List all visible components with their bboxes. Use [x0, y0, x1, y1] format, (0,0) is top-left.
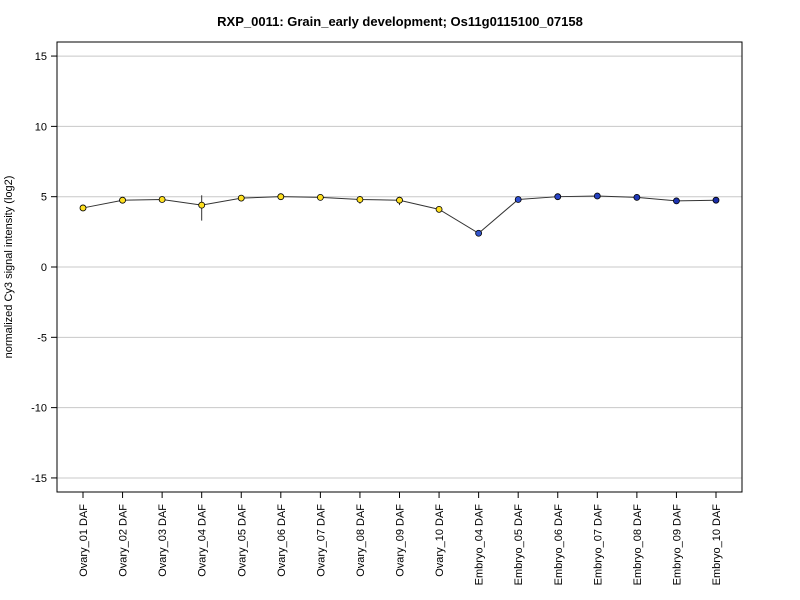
data-point: [514, 196, 522, 203]
x-tick-label: Embryo_07 DAF: [592, 504, 604, 586]
data-point: [237, 194, 245, 202]
x-tick-label: Embryo_06 DAF: [553, 504, 565, 586]
x-tick-label: Embryo_09 DAF: [671, 504, 683, 586]
x-tick-label: Ovary_02 DAF: [118, 504, 130, 577]
x-tick-label: Ovary_09 DAF: [395, 504, 407, 577]
data-point: [119, 196, 126, 204]
data-point: [396, 196, 403, 204]
x-tick-label: Ovary_06 DAF: [276, 504, 288, 577]
y-tick-label: 5: [41, 192, 47, 204]
series: [79, 192, 720, 237]
x-tick-label: Ovary_05 DAF: [236, 504, 248, 577]
x-tick-label: Ovary_10 DAF: [434, 504, 446, 577]
x-tick-label: Ovary_01 DAF: [78, 504, 90, 577]
y-tick-label: 15: [35, 51, 47, 63]
y-tick-label: -5: [37, 332, 47, 344]
y-tick-label: -10: [31, 403, 47, 415]
data-point: [79, 204, 87, 212]
y-tick-label: -15: [31, 473, 47, 485]
x-tick-label: Embryo_08 DAF: [632, 504, 644, 586]
data-point: [673, 197, 680, 205]
data-point: [475, 229, 483, 237]
data-point: [277, 193, 285, 201]
data-point: [356, 196, 364, 203]
x-tick-label: Embryo_10 DAF: [711, 504, 723, 586]
y-axis-label: normalized Cy3 signal intensity (log2): [3, 176, 15, 359]
data-point: [198, 201, 206, 209]
data-point: [554, 193, 562, 201]
data-point: [158, 196, 166, 203]
grid-lines: [57, 55, 742, 479]
x-tick-label: Embryo_05 DAF: [513, 504, 525, 586]
x-axis: Ovary_01 DAF Ovary_02 DAF Ovary_03 DAF Ovar…: [78, 492, 723, 585]
x-tick-label: Ovary_08 DAF: [355, 504, 367, 577]
y-tick-label: 10: [35, 121, 47, 133]
y-tick-label: 0: [41, 262, 47, 274]
data-point: [633, 193, 641, 201]
x-tick-label: Ovary_03 DAF: [157, 504, 169, 577]
y-axis: -15 -10 -5 0 5 10 15: [31, 51, 57, 485]
x-tick-label: Embryo_04 DAF: [474, 504, 486, 586]
data-point: [435, 205, 443, 213]
x-tick-label: Ovary_07 DAF: [315, 504, 327, 577]
data-point: [712, 196, 720, 204]
data-point: [316, 193, 324, 201]
data-point: [593, 192, 601, 200]
x-tick-label: Ovary_04 DAF: [197, 504, 209, 577]
chart-title: RXP_0011: Grain_early development; Os11g…: [217, 14, 583, 29]
